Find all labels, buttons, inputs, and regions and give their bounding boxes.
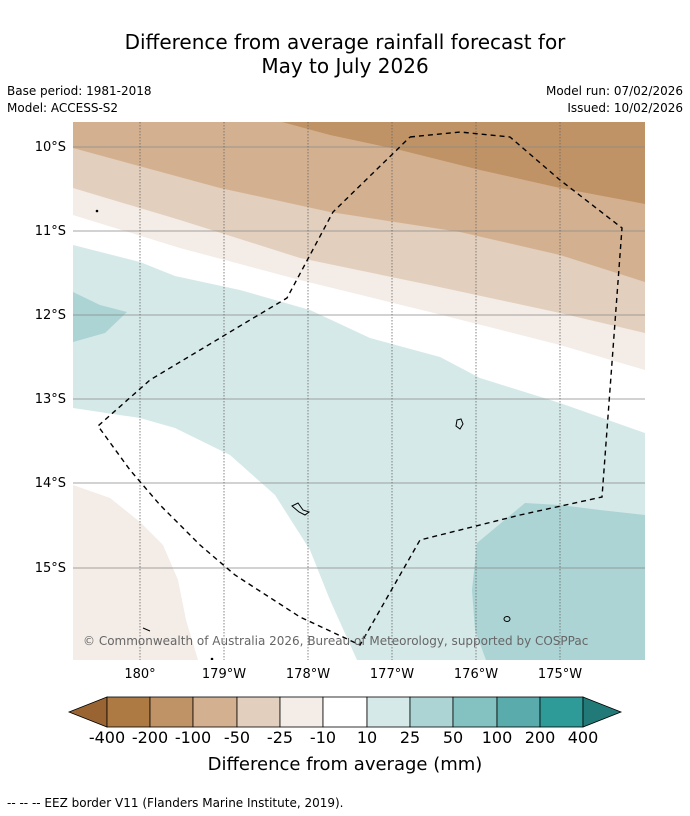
island-southeast bbox=[503, 616, 511, 622]
colorbar-swatch-11 bbox=[539, 696, 584, 728]
lon-label-178w: 178°W bbox=[286, 667, 330, 682]
meta-left: Base period: 1981-2018 Model: ACCESS-S2 bbox=[7, 83, 152, 117]
lon-label-177w: 177°W bbox=[370, 667, 414, 682]
cb-tick-5: -25 bbox=[267, 728, 293, 747]
cb-tick-10: 100 bbox=[482, 728, 513, 747]
title-line-2: May to July 2026 bbox=[261, 54, 429, 78]
cb-tick-12: 400 bbox=[568, 728, 599, 747]
colorbar-swatch-3 bbox=[192, 696, 238, 728]
cb-tick-11: 200 bbox=[525, 728, 556, 747]
colorbar-swatch-6 bbox=[322, 696, 368, 728]
band-minus-100 bbox=[282, 122, 645, 204]
lat-label-14s: 14°S bbox=[35, 476, 66, 491]
cb-tick-7: 10 bbox=[357, 728, 377, 747]
lon-label-180: 180° bbox=[124, 667, 155, 682]
eez-footnote: -- -- -- EEZ border V11 (Flanders Marine… bbox=[7, 796, 344, 810]
base-period: Base period: 1981-2018 bbox=[7, 84, 152, 98]
longitude-labels: 180° 179°W 178°W 177°W 176°W 175°W bbox=[124, 667, 582, 682]
colorbar-label: Difference from average (mm) bbox=[208, 754, 483, 775]
islands bbox=[95, 209, 511, 660]
lon-label-175w: 175°W bbox=[538, 667, 582, 682]
colorbar-swatch-5 bbox=[279, 696, 324, 728]
cb-tick-1: -400 bbox=[89, 728, 125, 747]
title-line-1: Difference from average rainfall forecas… bbox=[124, 30, 566, 54]
meta-right: Model run: 07/02/2026 Issued: 10/02/2026 bbox=[546, 83, 683, 117]
rainfall-map: © Commonwealth of Australia 2026, Bureau… bbox=[73, 122, 645, 660]
islet-north bbox=[95, 209, 99, 213]
eez-border bbox=[97, 131, 623, 646]
colorbar-swatch-10 bbox=[496, 696, 541, 728]
lat-label-15s: 15°S bbox=[35, 561, 66, 576]
colorbar-swatch-2 bbox=[149, 696, 194, 728]
lat-label-11s: 11°S bbox=[35, 224, 66, 239]
model-name: Model: ACCESS-S2 bbox=[7, 101, 119, 115]
islet-bottom bbox=[210, 657, 214, 660]
map-title: Difference from average rainfall forecas… bbox=[0, 30, 690, 78]
model-run: Model run: 07/02/2026 bbox=[545, 84, 683, 98]
colorbar-swatch-1 bbox=[106, 696, 151, 728]
island-south bbox=[291, 502, 311, 516]
colorbar-swatch-8 bbox=[409, 696, 454, 728]
band-minus-10-southwest bbox=[73, 485, 198, 660]
cb-tick-3: -100 bbox=[175, 728, 211, 747]
lat-label-12s: 12°S bbox=[35, 308, 66, 323]
colorbar-swatch-9 bbox=[452, 696, 498, 728]
cb-tick-8: 25 bbox=[400, 728, 420, 747]
longitude-gridlines bbox=[139, 122, 561, 660]
band-plus-25-west bbox=[73, 292, 127, 342]
lon-label-176w: 176°W bbox=[454, 667, 498, 682]
colorbar-swatch-4 bbox=[236, 696, 281, 728]
island-southwest bbox=[142, 627, 151, 632]
copyright-text: © Commonwealth of Australia 2026, Bureau… bbox=[83, 634, 588, 648]
latitude-gridlines bbox=[73, 146, 645, 569]
island-east bbox=[455, 418, 464, 430]
colorbar-extend-high bbox=[582, 696, 623, 728]
lat-label-10s: 10°S bbox=[35, 140, 66, 155]
cb-tick-4: -50 bbox=[224, 728, 250, 747]
cb-tick-2: -200 bbox=[132, 728, 168, 747]
lat-label-13s: 13°S bbox=[35, 392, 66, 407]
colorbar bbox=[67, 696, 623, 728]
lon-label-179w: 179°W bbox=[202, 667, 246, 682]
issued-date: Issued: 10/02/2026 bbox=[567, 101, 683, 115]
band-plus-25-east bbox=[472, 503, 645, 660]
latitude-labels: 10°S 11°S 12°S 13°S 14°S 15°S bbox=[35, 140, 66, 576]
cb-tick-9: 50 bbox=[443, 728, 463, 747]
colorbar-extend-low bbox=[67, 696, 108, 728]
colorbar-ticks: -400 -200 -100 -50 -25 -10 10 25 50 100 … bbox=[89, 728, 598, 747]
cb-tick-6: -10 bbox=[310, 728, 336, 747]
colorbar-swatch-7 bbox=[366, 696, 411, 728]
